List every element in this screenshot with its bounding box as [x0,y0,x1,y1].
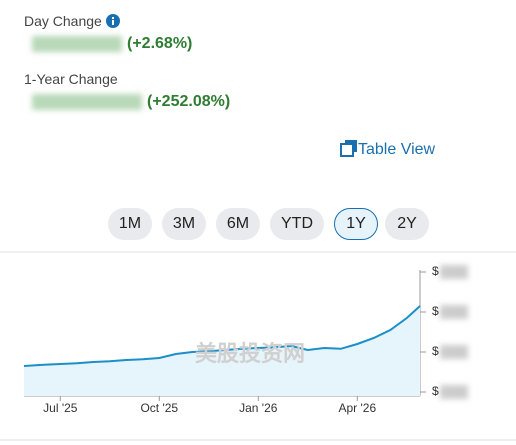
x-tick-label: Jan '26 [239,401,278,415]
x-tick-label: Oct '25 [140,401,178,415]
y-tick-label: $ [432,344,439,358]
y-tick-label: $ [432,304,439,318]
link-text: Table View [358,141,436,158]
day-change-label: Day Change [24,13,120,29]
watermark: 美股投资网 [195,341,305,366]
year-change-label: 1-Year Change [24,71,118,87]
y-tick-label: $ [432,384,439,398]
year-change-pct: (+252.08%) [147,93,231,110]
price-line [23,305,421,367]
label-text: Day Change [24,13,102,29]
price-area [24,306,420,396]
blurred-amount [32,36,122,52]
table-icon [340,140,357,157]
y-tick-label: $ [432,264,439,278]
range-button[interactable]: 1Y [334,208,378,240]
range-button[interactable]: 1M [108,208,152,240]
blurred-tick-value [440,305,468,319]
blurred-tick-value [440,265,468,279]
day-change-pct: (+2.68%) [127,35,193,52]
blurred-tick-value [440,345,468,359]
blurred-tick-value [440,385,468,399]
range-button[interactable]: YTD [270,208,324,240]
x-tick-label: Apr '26 [338,401,376,415]
blurred-amount [32,94,142,110]
table-view-link[interactable]: Table View [340,139,435,159]
range-button[interactable]: 6M [216,208,260,240]
info-icon[interactable] [105,14,120,28]
range-button[interactable]: 3M [162,208,206,240]
x-tick-label: Jul '25 [43,401,78,415]
range-button[interactable]: 2Y [385,208,429,240]
